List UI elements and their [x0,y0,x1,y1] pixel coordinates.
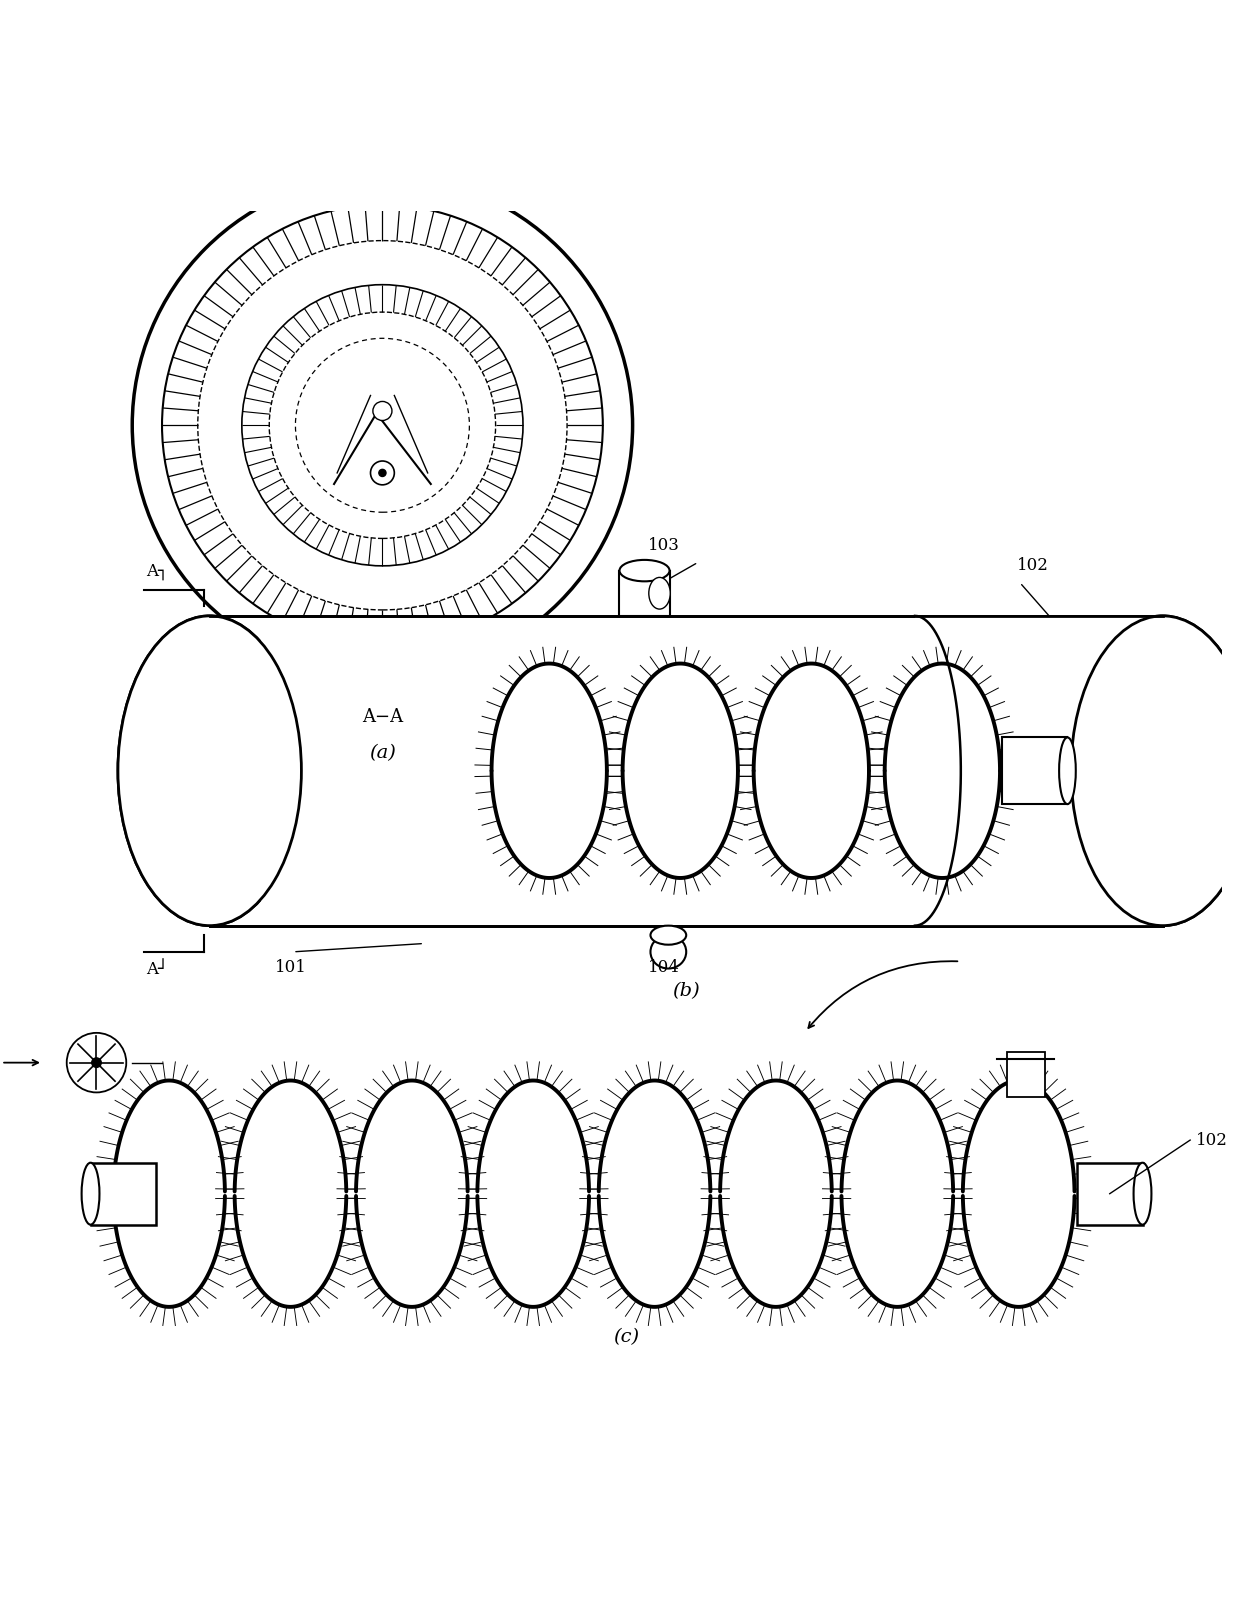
Text: A┐: A┐ [146,563,169,581]
Ellipse shape [1133,1163,1152,1224]
Text: 102: 102 [1017,556,1049,574]
Bar [1078,1163,1142,1224]
Text: (c): (c) [614,1327,640,1345]
Bar [371,689,394,703]
Ellipse shape [118,616,301,926]
Bar [1007,1052,1045,1097]
Ellipse shape [1071,616,1240,926]
Circle shape [371,461,394,486]
Ellipse shape [651,936,686,968]
Text: A−A: A−A [362,708,403,726]
Polygon shape [497,676,601,865]
Circle shape [201,244,563,606]
Text: (a): (a) [370,744,396,761]
Circle shape [273,316,492,536]
Ellipse shape [1071,616,1240,926]
Polygon shape [484,1097,583,1290]
Circle shape [92,1058,102,1068]
Bar [371,148,394,161]
Text: A┘: A┘ [146,961,169,979]
Text: 102: 102 [1197,1132,1228,1148]
Bar [363,160,402,181]
Bar [262,619,480,923]
Circle shape [373,402,392,421]
Bar [210,616,1163,926]
Circle shape [379,469,386,476]
Ellipse shape [118,616,301,926]
Bar [167,737,233,805]
Bar [1002,737,1068,805]
Bar [363,669,402,690]
Ellipse shape [620,560,670,581]
Bar [915,616,1163,926]
Circle shape [133,176,632,676]
Ellipse shape [649,577,671,610]
Bar [91,1163,156,1224]
Ellipse shape [1059,737,1076,805]
Polygon shape [242,1097,340,1290]
Polygon shape [363,1097,461,1290]
Polygon shape [970,1097,1068,1290]
Polygon shape [759,676,863,865]
Bar [84,1044,1163,1344]
Circle shape [200,244,564,608]
Ellipse shape [160,737,176,805]
Polygon shape [848,1097,946,1290]
Polygon shape [605,1097,703,1290]
Ellipse shape [82,1163,99,1224]
Polygon shape [629,676,732,865]
Bar [620,571,670,616]
Text: 103: 103 [649,537,681,553]
Circle shape [67,1032,126,1092]
Text: (b): (b) [672,982,701,1000]
Text: 104: 104 [649,960,680,976]
Polygon shape [890,676,994,865]
Ellipse shape [651,926,686,945]
Text: 101: 101 [275,960,308,976]
Polygon shape [727,1097,825,1290]
Polygon shape [120,1097,218,1290]
